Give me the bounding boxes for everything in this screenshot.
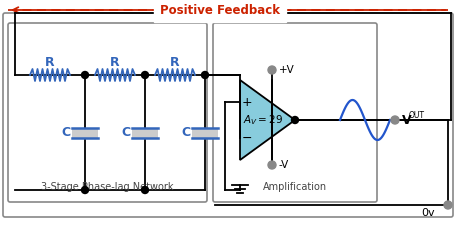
Text: $A_V = 29$: $A_V = 29$ [243, 113, 283, 127]
Text: R: R [45, 56, 55, 69]
Circle shape [390, 116, 398, 124]
Text: 3-Stage Phase-lag Network: 3-Stage Phase-lag Network [41, 182, 173, 192]
Circle shape [268, 66, 275, 74]
Text: −: − [241, 131, 252, 144]
Circle shape [81, 186, 88, 193]
Text: Positive Feedback: Positive Feedback [160, 3, 279, 17]
Text: C: C [121, 126, 130, 139]
Circle shape [141, 72, 148, 79]
Text: 0v: 0v [420, 208, 434, 218]
Circle shape [81, 72, 88, 79]
Text: +V: +V [278, 65, 294, 75]
Circle shape [291, 116, 298, 123]
Circle shape [268, 161, 275, 169]
Circle shape [201, 72, 208, 79]
Polygon shape [239, 80, 294, 160]
Circle shape [141, 186, 148, 193]
Bar [72, 127, 98, 137]
Text: V: V [401, 113, 411, 127]
Text: R: R [170, 56, 179, 69]
Bar [131, 127, 157, 137]
Text: C: C [181, 126, 190, 139]
Text: -V: -V [278, 160, 288, 170]
Text: +: + [241, 96, 252, 109]
Text: R: R [110, 56, 120, 69]
Circle shape [443, 201, 451, 209]
Text: Amplification: Amplification [263, 182, 326, 192]
Text: C: C [61, 126, 71, 139]
Text: OUT: OUT [408, 112, 424, 120]
Bar [192, 127, 217, 137]
